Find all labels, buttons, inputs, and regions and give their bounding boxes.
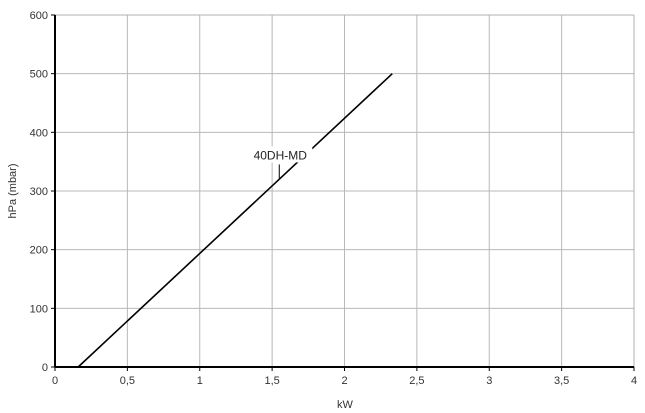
series-layer xyxy=(77,73,393,368)
series-line-0 xyxy=(77,73,393,368)
x-tick-label-1: 0,5 xyxy=(120,375,135,387)
x-tick-label-4: 2 xyxy=(341,375,347,387)
tick-labels: 0 0,5 1 1,5 2 2,5 3 3,5 4 0 100 200 300 400 500 600 xyxy=(30,10,637,387)
axes xyxy=(51,14,635,371)
y-tick-label-1: 100 xyxy=(30,303,48,315)
x-tick-label-5: 2,5 xyxy=(409,375,424,387)
y-tick-label-2: 200 xyxy=(30,245,48,257)
x-axis-title: kW xyxy=(337,399,354,411)
x-tick-label-8: 4 xyxy=(631,375,637,387)
y-tick-label-6: 600 xyxy=(30,10,48,22)
x-tick-label-0: 0 xyxy=(52,375,58,387)
plot-frame xyxy=(55,14,635,367)
x-tick-label-2: 1 xyxy=(197,375,203,387)
annotations: 40DH-MD xyxy=(248,146,313,179)
y-tick-label-4: 400 xyxy=(30,127,48,139)
x-tick-label-6: 3 xyxy=(486,375,492,387)
y-tick-label-5: 500 xyxy=(30,69,48,81)
y-axis-title: hPa (mbar) xyxy=(7,163,19,218)
annotation-background-0 xyxy=(248,146,313,163)
y-tick-label-3: 300 xyxy=(30,186,48,198)
series-label-0: 40DH-MD xyxy=(254,148,308,162)
grid-lines xyxy=(55,14,635,367)
y-tick-label-0: 0 xyxy=(42,362,48,374)
x-tick-label-7: 3,5 xyxy=(554,375,569,387)
x-tick-label-3: 1,5 xyxy=(264,375,279,387)
